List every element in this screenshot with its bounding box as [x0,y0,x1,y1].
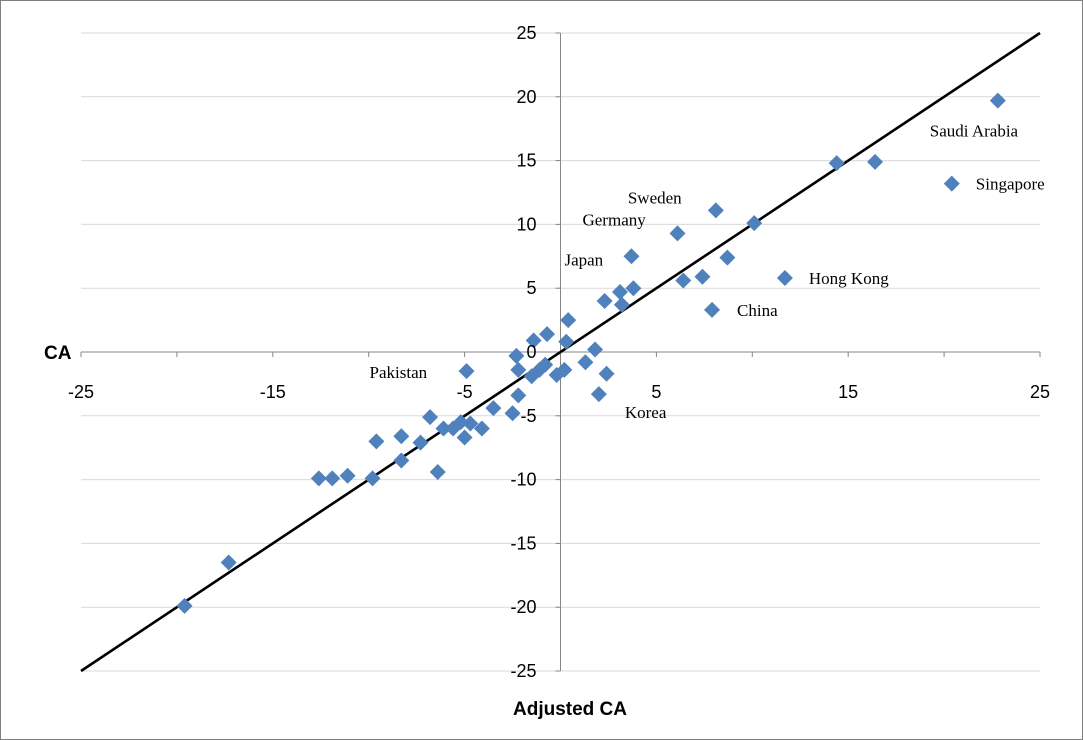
point-label: Pakistan [370,363,428,382]
tick-labels: -25 -15 -5 5 15 25 25 20 15 10 5 0 -5 -10 -15 -20 -25 [68,23,1050,681]
data-point [473,420,490,437]
point-label: Sweden [628,188,682,207]
data-point [590,386,607,403]
x-tick-label: -15 [260,382,286,402]
data-point [596,292,613,309]
data-point [613,296,630,313]
data-point [368,433,385,450]
x-tick-label: -5 [457,382,473,402]
x-axis-title: Adjusted CA [513,699,627,720]
data-point [675,272,692,289]
data-point [310,470,327,487]
point-label: Hong Kong [809,269,889,288]
data-point [510,361,527,378]
data-point [485,400,502,417]
data-point [746,215,763,232]
data-point [694,268,711,285]
y-tick-label: 25 [516,23,536,43]
data-points [176,92,1006,614]
data-point [445,420,462,437]
y-tick-label: 10 [516,214,536,234]
x-tick-label: 5 [651,382,661,402]
data-point [611,284,628,301]
data-point [558,333,575,350]
data-point [548,366,565,383]
data-point [510,387,527,404]
data-point [560,312,577,329]
data-point [539,326,556,343]
data-point [508,347,525,364]
x-tick-label: 25 [1030,382,1050,402]
point-label: China [737,301,778,320]
point-label: Korea [625,403,667,422]
y-tick-label: -15 [510,533,536,553]
y-tick-label: 15 [516,151,536,171]
data-point [393,428,410,445]
point-label: Germany [582,210,646,229]
data-point [577,354,594,371]
y-tick-label: -20 [510,597,536,617]
data-point [669,225,686,242]
data-point [456,429,473,446]
point-label: Japan [564,250,603,269]
point-labels: Saudi Arabia Singapore Hong Kong Sweden Chin… [370,122,1045,422]
data-point [598,365,615,382]
point-label: Saudi Arabia [930,122,1019,141]
data-point [719,249,736,266]
data-point [364,470,381,487]
y-tick-label: 5 [526,278,536,298]
data-point [429,463,446,480]
data-point [458,363,475,380]
data-point [435,420,452,437]
data-point [339,467,356,484]
data-point [704,301,721,318]
y-tick-label: -10 [510,470,536,490]
data-point [828,155,845,172]
data-point [523,368,540,385]
data-point [867,153,884,170]
data-point [176,597,193,614]
data-point [525,332,542,349]
data-point [943,175,960,192]
data-point [220,554,237,571]
data-point [422,409,439,426]
data-point [324,470,341,487]
y-tick-label: -25 [510,661,536,681]
data-point [625,280,642,297]
y-tick-label: 20 [516,87,536,107]
x-tick-label: 15 [838,382,858,402]
data-point [587,341,604,358]
point-label: Singapore [976,175,1045,194]
data-point [462,415,479,432]
data-point [707,202,724,219]
data-point [504,405,521,422]
data-point [412,434,429,451]
data-point [393,452,410,469]
x-tick-label: -25 [68,382,94,402]
data-point [989,92,1006,109]
data-point [776,269,793,286]
reference-line [80,31,1041,673]
y-tick-label: -5 [520,406,536,426]
data-point [623,248,640,265]
y-axis-title: CA [44,343,72,364]
y-tick-label: 0 [526,342,536,362]
reference-line-layer [80,31,1041,673]
